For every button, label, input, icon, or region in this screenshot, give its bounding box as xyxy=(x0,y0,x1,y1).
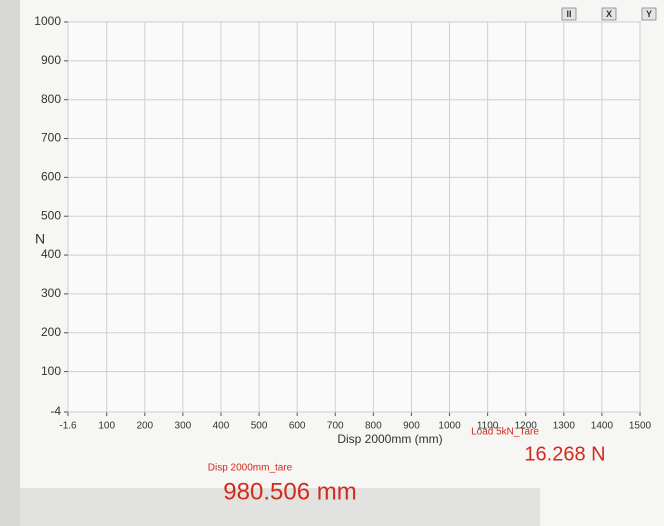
readout-value: 980.506 mm xyxy=(223,478,356,505)
y-tick-label: 400 xyxy=(41,247,61,261)
toolbar-button[interactable] xyxy=(601,7,617,21)
x-tick-label: 400 xyxy=(213,421,230,432)
y-tick-label: 800 xyxy=(41,92,61,106)
x-tick-label: 100 xyxy=(98,421,115,432)
y-tick-label: 900 xyxy=(41,53,61,67)
toolbar-button[interactable] xyxy=(561,7,577,21)
y-axis-label: N xyxy=(35,231,45,247)
y-tick-label: 300 xyxy=(41,286,61,300)
x-tick-label: 1300 xyxy=(553,421,576,432)
plot-area xyxy=(67,21,641,413)
x-tick-label: 1100 xyxy=(477,421,499,432)
y-tick-label: 100 xyxy=(41,364,61,378)
y-tick-label: 1000 xyxy=(34,14,61,28)
y-tick-label: 700 xyxy=(41,131,61,145)
x-tick-label: 200 xyxy=(136,421,153,432)
x-tick-label: 300 xyxy=(175,421,192,432)
window-bottom xyxy=(20,488,540,526)
x-axis-label: Disp 2000mm (mm) xyxy=(337,432,442,446)
x-tick-label: 1000 xyxy=(438,421,461,432)
toolbar-button-label[interactable]: Y xyxy=(646,9,652,19)
x-tick-label: 900 xyxy=(403,421,420,432)
x-tick-label: 1500 xyxy=(629,421,652,432)
x-tick-label: 600 xyxy=(289,421,306,432)
readout-label: Disp 2000mm_tare xyxy=(208,463,293,474)
x-tick-label: 1400 xyxy=(591,421,614,432)
x-tick-label: 700 xyxy=(327,421,344,432)
y-tick-label: 200 xyxy=(41,325,61,339)
x-tick-label: -1.6 xyxy=(59,421,77,432)
x-tick-label: 1200 xyxy=(515,421,538,432)
toolbar-button-label[interactable]: II xyxy=(566,9,571,19)
y-tick-label: -4 xyxy=(50,404,61,418)
x-tick-label: 500 xyxy=(251,421,268,432)
readout-value: 16.268 N xyxy=(524,443,605,465)
toolbar-button-label[interactable]: X xyxy=(606,9,612,19)
y-tick-label: 600 xyxy=(41,170,61,184)
y-tick-label: 500 xyxy=(41,208,61,222)
toolbar-button[interactable] xyxy=(641,7,657,21)
x-tick-label: 800 xyxy=(365,421,382,432)
readout-label: Load 5kN_Tare xyxy=(471,427,539,438)
